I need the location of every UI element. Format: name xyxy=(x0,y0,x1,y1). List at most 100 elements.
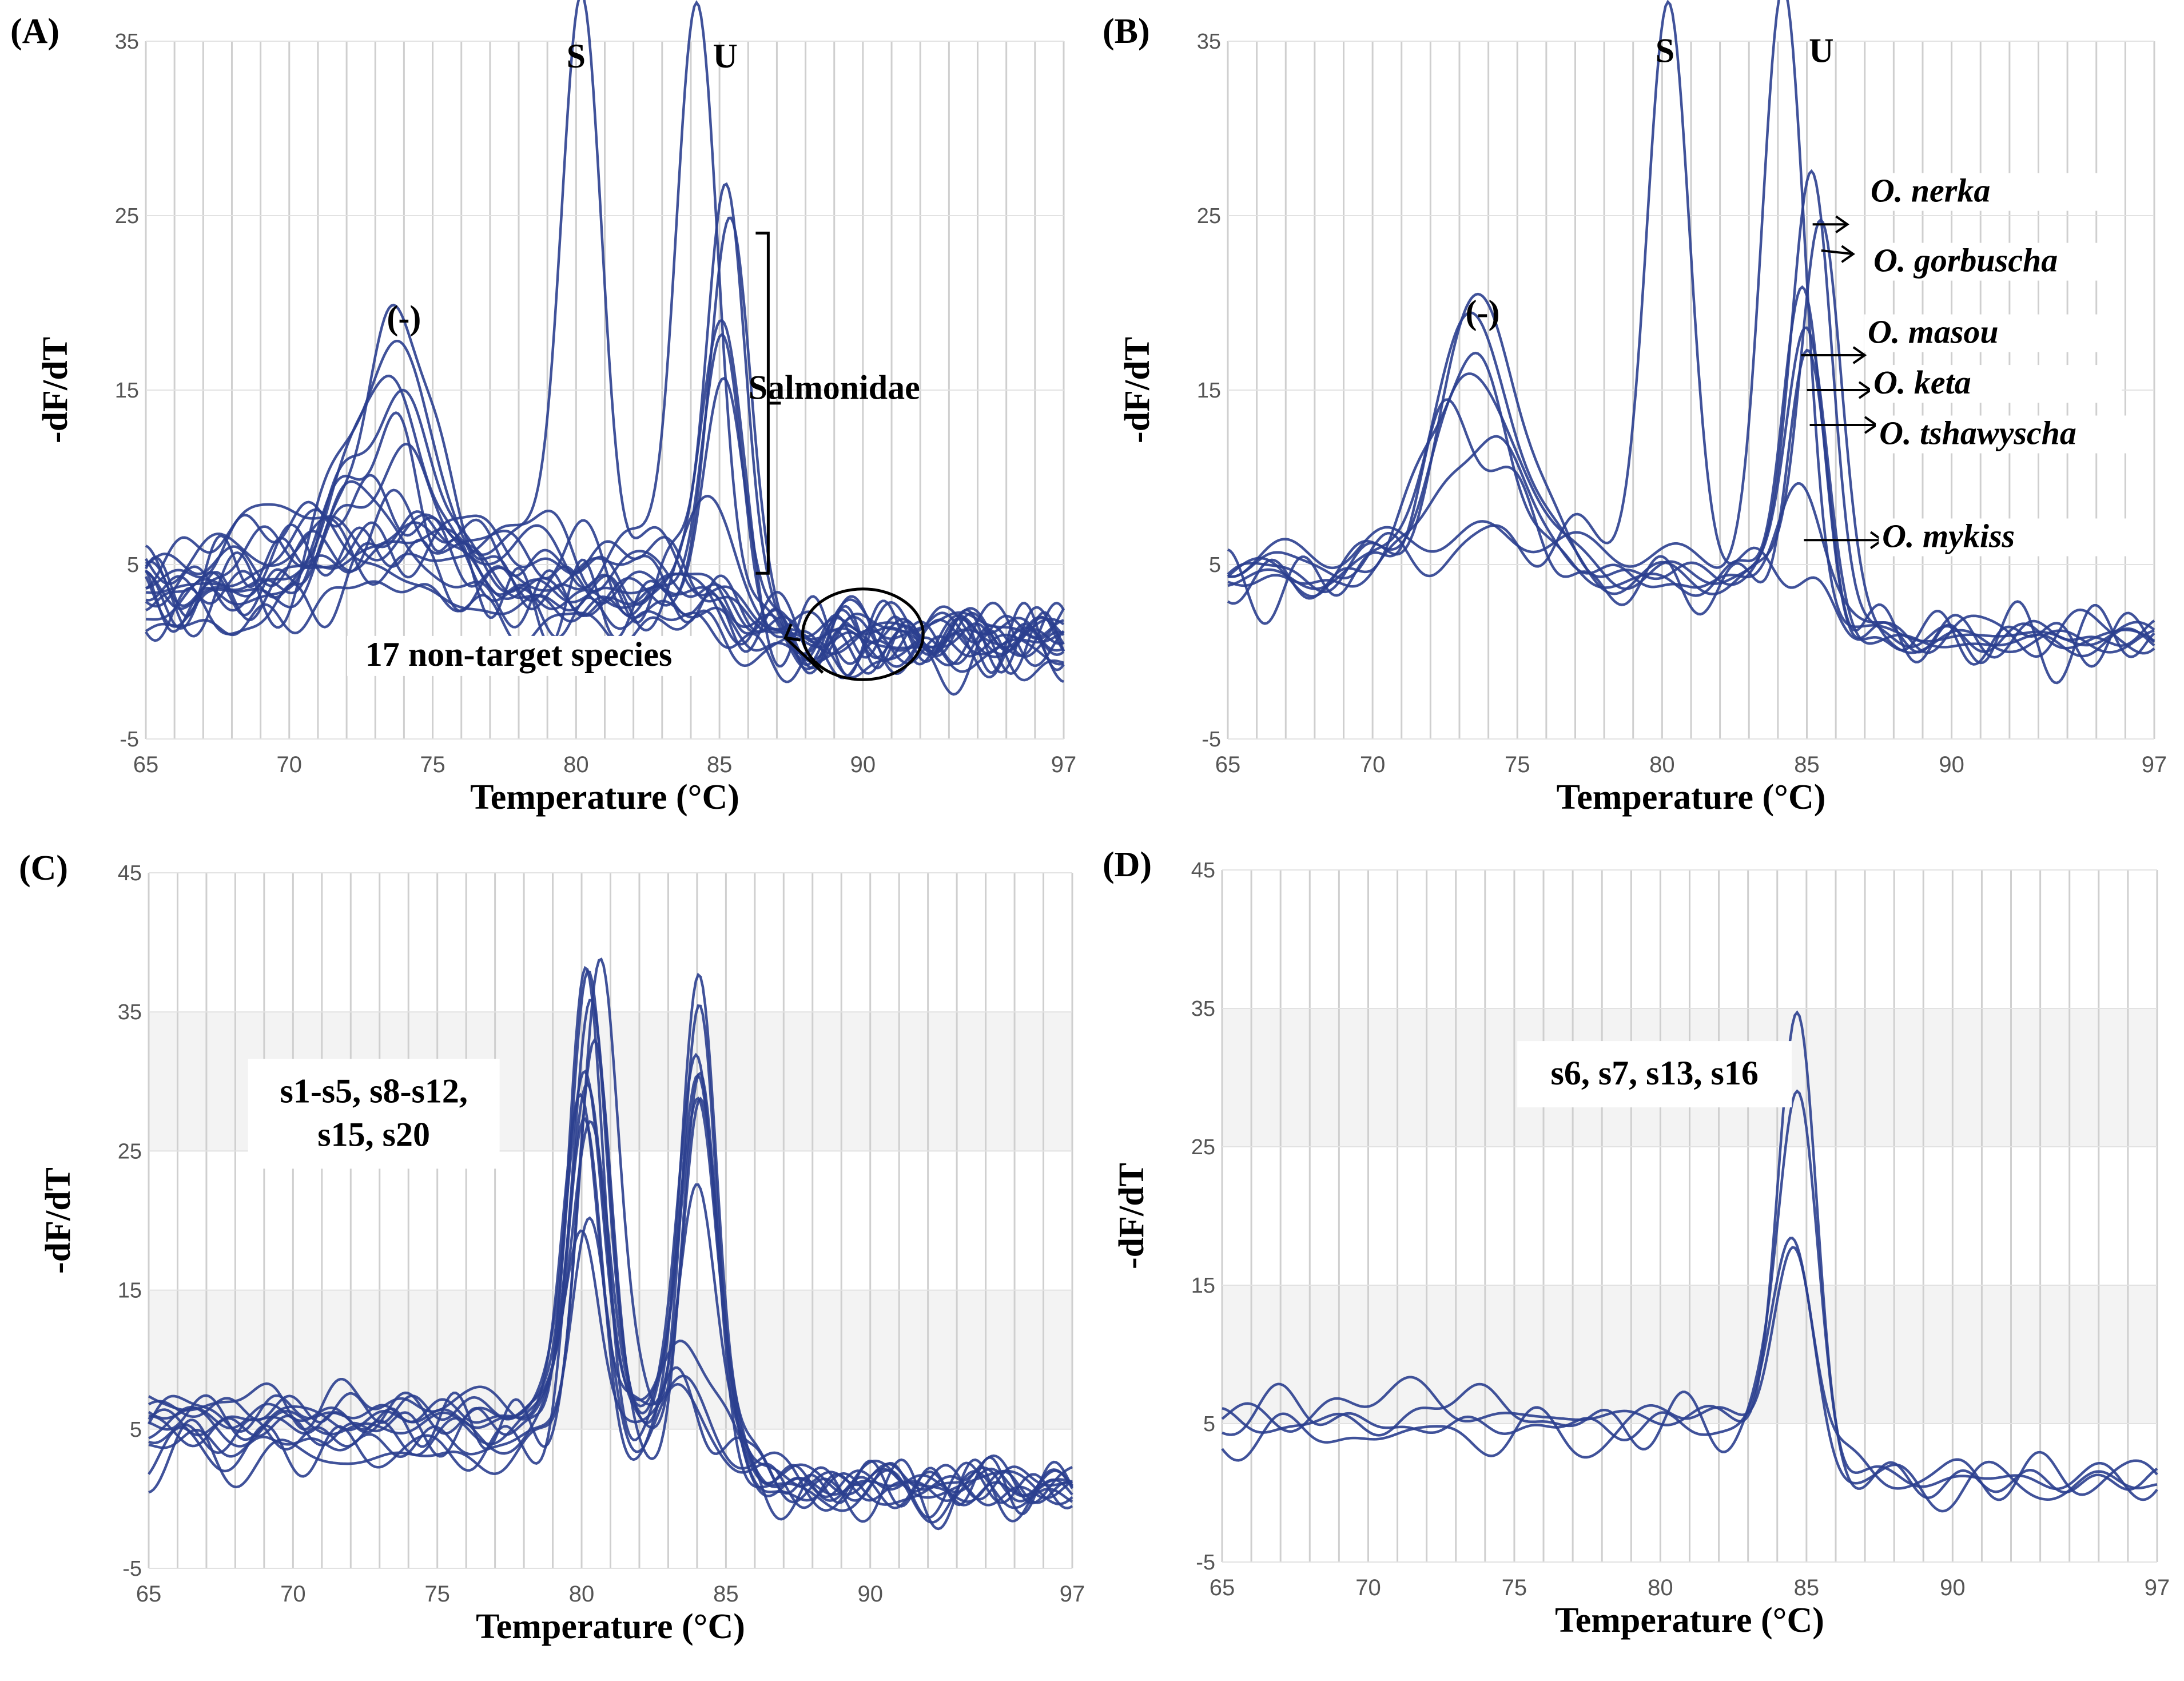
y-axis-title: -dF/dT xyxy=(1112,1163,1151,1269)
series-line-o-tshawyscha xyxy=(1227,348,2155,685)
x-tick-label: 80 xyxy=(1649,752,1675,777)
series-line-s6 xyxy=(1221,1010,2158,1501)
y-tick-label: -5 xyxy=(1202,728,1221,752)
x-tick-label: 80 xyxy=(569,1581,595,1607)
x-tick-label: 97 xyxy=(1051,752,1077,777)
series-line-non-target-5 xyxy=(145,508,1064,679)
non-target-label: 17 non-target species xyxy=(365,635,673,673)
series-line-s20 xyxy=(148,1070,1073,1505)
peak-label: U xyxy=(1809,32,1833,70)
series-line-s7 xyxy=(1222,1089,2158,1499)
y-tick-label: 5 xyxy=(130,1418,142,1442)
sample-label-box xyxy=(1517,1041,1792,1108)
series-line-s15 xyxy=(148,1038,1073,1524)
annotation-backdrop xyxy=(347,635,702,676)
y-axis-title: -dF/dT xyxy=(36,337,75,443)
x-axis-title: Temperature (°C) xyxy=(476,1607,745,1646)
series-group xyxy=(144,0,1065,696)
peak-label: S xyxy=(567,37,586,75)
x-tick-label: 90 xyxy=(857,1581,883,1607)
species-label: O. keta xyxy=(1873,364,1971,401)
species-label: O. nerka xyxy=(1871,172,1990,209)
series-group xyxy=(148,957,1073,1531)
panel-label: (C) xyxy=(19,849,68,888)
x-tick-label: 97 xyxy=(2142,752,2167,777)
x-tick-label: 75 xyxy=(424,1581,450,1607)
arrow-head xyxy=(1852,346,1867,364)
x-tick-label: 90 xyxy=(1940,1575,1966,1600)
arrow-head xyxy=(1835,215,1849,233)
peak-label: S xyxy=(1656,32,1674,70)
x-tick-label: 85 xyxy=(1794,752,1820,777)
species-label: O. tshawyscha xyxy=(1879,415,2076,452)
y-tick-label: 45 xyxy=(1191,859,1215,883)
x-tick-label: 80 xyxy=(1648,1575,1673,1600)
y-tick-label: 15 xyxy=(115,379,139,403)
x-axis-title: Temperature (°C) xyxy=(1555,1601,1824,1640)
species-label: O. masou xyxy=(1868,313,1999,351)
panel-label: (A) xyxy=(10,12,59,51)
species-label-backdrop xyxy=(1867,173,2119,211)
series-line-s11 xyxy=(148,1216,1073,1509)
y-tick-label: 25 xyxy=(1197,204,1221,228)
series-line-o-mykiss xyxy=(1227,435,2155,658)
series-line-u-standard xyxy=(1227,0,2155,647)
species-label: O. gorbuscha xyxy=(1873,242,2058,279)
x-tick-label: 70 xyxy=(277,752,303,777)
non-target-ellipse xyxy=(801,587,925,681)
species-label-backdrop xyxy=(1879,518,2131,557)
x-axis-title: Temperature (°C) xyxy=(1557,778,1826,817)
arrow-head xyxy=(783,623,801,642)
salmonidae-bracket xyxy=(755,232,781,575)
y-tick-label: 35 xyxy=(1191,997,1215,1021)
y-tick-label: 25 xyxy=(115,204,139,228)
x-tick-label: 70 xyxy=(280,1581,306,1607)
sample-label: s6, s7, s13, s16 xyxy=(1550,1054,1758,1092)
species-label-backdrop xyxy=(1864,314,2116,352)
x-tick-label: 65 xyxy=(1215,752,1241,777)
y-tick-label: 15 xyxy=(1191,1274,1215,1298)
x-tick-label: 65 xyxy=(1210,1575,1235,1600)
x-tick-label: 90 xyxy=(850,752,876,777)
series-line-s10 xyxy=(148,1120,1073,1501)
x-tick-label: 70 xyxy=(1360,752,1386,777)
series-line-non-target-4 xyxy=(145,518,1064,657)
x-tick-label: 65 xyxy=(133,752,159,777)
x-tick-label: 85 xyxy=(1794,1575,1820,1600)
sample-label: s1-s5, s8-s12, xyxy=(280,1072,467,1110)
peak-label: (-) xyxy=(1466,293,1500,331)
species-label-backdrop xyxy=(1869,243,2122,281)
y-tick-label: 35 xyxy=(1197,30,1221,54)
series-group xyxy=(1227,0,2155,685)
species-label-backdrop xyxy=(1869,365,2122,403)
series-group xyxy=(1221,1010,2158,1513)
sample-label: s15, s20 xyxy=(317,1115,430,1153)
x-tick-label: 90 xyxy=(1939,752,1964,777)
y-tick-label: 25 xyxy=(118,1139,142,1163)
x-tick-label: 80 xyxy=(563,752,589,777)
annotation-arrow xyxy=(784,637,824,674)
salmonidae-label: Salmonidae xyxy=(749,368,920,406)
y-tick-label: 5 xyxy=(127,553,139,577)
series-line-non-target-6 xyxy=(145,514,1064,644)
x-tick-label: 75 xyxy=(1505,752,1530,777)
y-tick-label: 35 xyxy=(118,1000,142,1024)
series-line-non-target-7 xyxy=(145,580,1064,683)
y-axis-title: -dF/dT xyxy=(1118,337,1157,443)
y-tick-label: -5 xyxy=(122,1557,142,1581)
species-arrow xyxy=(1821,249,1853,256)
y-tick-label: 5 xyxy=(1203,1412,1215,1436)
species-label-backdrop xyxy=(1876,415,2128,454)
sample-label-box xyxy=(248,1059,500,1169)
series-line-s16 xyxy=(1221,1246,2158,1513)
y-axis-title: -dF/dT xyxy=(39,1167,78,1274)
series-line-s13 xyxy=(1222,1237,2158,1501)
y-tick-label: 15 xyxy=(1197,379,1221,403)
y-tick-label: 45 xyxy=(118,861,142,885)
species-label: O. mykiss xyxy=(1882,518,2015,555)
